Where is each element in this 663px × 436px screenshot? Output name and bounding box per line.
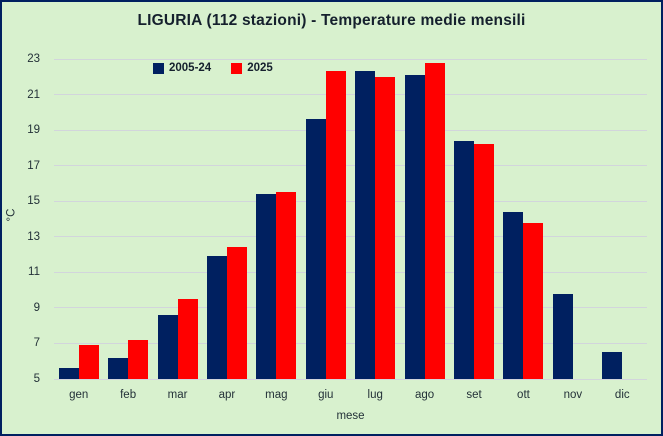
bar-2005-24-dic <box>602 352 623 379</box>
gridline-5 <box>54 378 647 380</box>
y-tick-label-17: 17 <box>27 159 40 172</box>
x-tick-label-mar: mar <box>167 389 188 401</box>
y-tick-label-7: 7 <box>33 337 40 350</box>
bar-2005-24-nov <box>552 293 573 379</box>
gridline-21 <box>54 94 647 96</box>
gridline-15 <box>54 200 647 202</box>
y-tick-label-21: 21 <box>27 88 40 101</box>
legend-label-2005-24: 2005-24 <box>169 62 212 74</box>
y-tick-label-23: 23 <box>27 53 40 65</box>
bar-2025-ago <box>424 62 445 379</box>
bar-2005-24-mar <box>157 315 178 379</box>
bar-2005-24-feb <box>108 357 129 379</box>
x-tick-label-apr: apr <box>218 389 236 401</box>
legend-swatch-2025 <box>231 62 243 74</box>
chart-title: LIGURIA (112 stazioni) - Temperature med… <box>137 12 526 29</box>
y-tick-label-11: 11 <box>28 266 40 279</box>
bar-2025-apr <box>226 247 247 379</box>
bar-2005-24-ott <box>503 211 524 379</box>
bar-2025-mag <box>276 192 297 379</box>
gridline-23 <box>54 58 647 60</box>
x-tick-label-dic: dic <box>614 389 630 401</box>
x-tick-label-set: set <box>466 389 482 401</box>
legend-item-2005-24: 2005-24 <box>153 62 211 74</box>
bar-2025-feb <box>128 339 149 379</box>
bar-2005-24-gen <box>58 368 79 379</box>
gridline-13 <box>54 236 647 238</box>
gridline-11 <box>54 271 647 273</box>
bar-2025-gen <box>78 345 99 379</box>
bar-2025-lug <box>375 76 396 379</box>
y-tick-label-9: 9 <box>33 301 40 314</box>
bar-2005-24-set <box>454 140 475 379</box>
bar-2005-24-lug <box>355 71 376 379</box>
bar-2005-24-ago <box>404 75 425 379</box>
legend-label-2025: 2025 <box>247 62 273 74</box>
x-tick-label-feb: feb <box>120 389 137 401</box>
x-tick-label-mag: mag <box>265 389 288 401</box>
x-axis-title: mese <box>336 410 365 422</box>
x-tick-label-giu: giu <box>318 389 334 401</box>
y-tick-label-13: 13 <box>27 230 40 243</box>
x-axis-tick-labels: gen feb mar apr mag giu lug ago set ott nov dic <box>54 389 647 403</box>
x-tick-label-gen: gen <box>69 389 89 401</box>
legend: 2005-24 2025 <box>153 62 273 74</box>
y-tick-label-19: 19 <box>27 124 40 137</box>
legend-swatch-2005-24 <box>153 62 164 74</box>
x-tick-label-ott: ott <box>517 389 530 401</box>
bar-2005-24-apr <box>206 256 227 379</box>
bar-2025-ott <box>523 222 544 379</box>
bar-2005-24-giu <box>305 119 326 379</box>
bar-2005-24-mag <box>256 194 277 379</box>
gridline-19 <box>54 129 647 131</box>
gridline-17 <box>54 165 647 167</box>
y-axis-tick-labels: 5 7 9 11 13 15 17 19 21 23 <box>2 53 46 385</box>
x-tick-label-ago: ago <box>415 389 435 401</box>
y-tick-label-5: 5 <box>33 373 40 385</box>
bar-2025-set <box>474 144 495 379</box>
plot-area <box>54 58 647 380</box>
gridline-7 <box>54 342 647 344</box>
gridline-9 <box>54 307 647 309</box>
y-tick-label-15: 15 <box>27 195 40 208</box>
legend-item-2025: 2025 <box>231 62 273 74</box>
bar-2025-mar <box>177 299 198 379</box>
x-tick-label-lug: lug <box>367 389 383 401</box>
x-tick-label-nov: nov <box>563 389 583 401</box>
bar-2025-giu <box>325 71 346 379</box>
